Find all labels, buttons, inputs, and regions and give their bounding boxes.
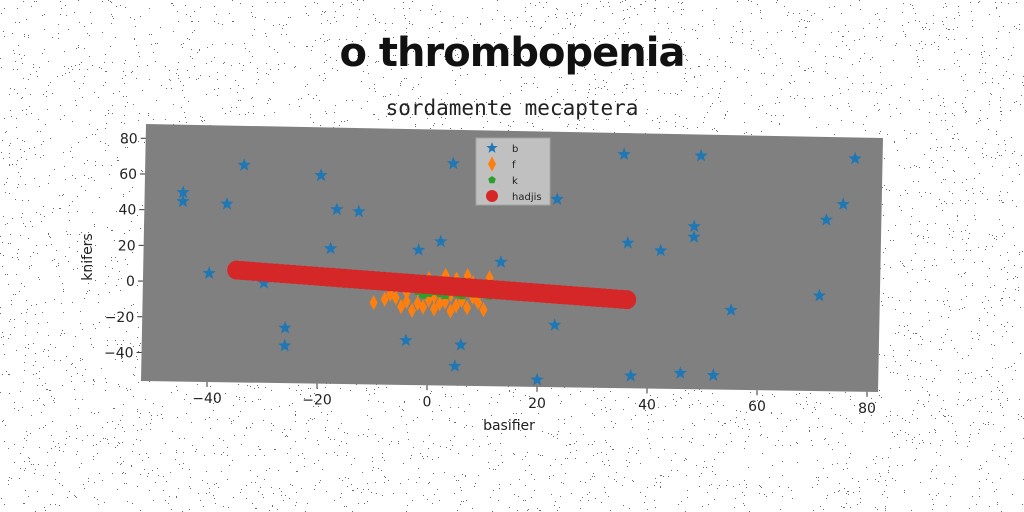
chart-marks	[176, 147, 862, 386]
data-point-b	[176, 194, 190, 208]
data-point-b	[724, 303, 738, 316]
data-point-f	[402, 293, 411, 310]
legend-label-b: b	[512, 144, 518, 155]
data-point-f	[446, 303, 455, 319]
legend-marker-hadjis	[486, 190, 498, 202]
data-point-b	[848, 151, 862, 165]
legend-label-k: k	[512, 176, 518, 187]
y-tick-label: 60	[119, 167, 137, 183]
data-point-f	[441, 267, 450, 283]
data-point-b	[399, 333, 413, 347]
legend-item-b: b	[486, 142, 518, 155]
y-tick-label: 40	[119, 203, 137, 219]
data-point-b	[548, 318, 562, 331]
data-point-f	[435, 296, 444, 312]
legend-marker-k	[488, 176, 496, 184]
data-point-b	[654, 243, 668, 257]
data-point-f	[402, 284, 411, 301]
y-tick-label: 80	[120, 131, 138, 147]
y-tick-label: 0	[126, 274, 135, 290]
page-title: o thrombopenia	[339, 30, 686, 76]
data-point-f	[380, 291, 389, 307]
legend-item-f: f	[488, 156, 516, 172]
y-axis-label: knifers	[80, 233, 96, 280]
data-point-b	[352, 204, 366, 218]
x-tick-label: 0	[423, 394, 432, 410]
legend: bfk hadjis	[475, 137, 551, 206]
y-tick-label: 20	[118, 238, 136, 254]
chart-subtitle: sordamente mecaptera	[385, 96, 639, 120]
x-tick-label: 40	[638, 398, 656, 414]
x-tick-label: 80	[858, 401, 876, 417]
data-point-f	[430, 288, 439, 305]
x-tick-label: −40	[192, 391, 222, 407]
data-point-b	[836, 197, 850, 210]
data-point-b	[237, 158, 251, 171]
data-point-b	[530, 372, 544, 386]
data-point-b	[176, 185, 190, 199]
series-hadjis	[227, 260, 637, 310]
legend-label-f: f	[512, 160, 516, 171]
data-point-b	[330, 202, 344, 216]
data-point-f	[429, 301, 438, 317]
data-point-b	[687, 230, 701, 243]
data-point-f	[391, 290, 400, 306]
legend-label-hadjis: hadjis	[512, 192, 542, 203]
data-point-b	[621, 236, 635, 249]
x-axis-label: basifier	[483, 418, 535, 434]
x-tick-label: 20	[528, 396, 546, 412]
plot-area	[141, 124, 883, 392]
x-tick-label: 60	[748, 399, 766, 415]
data-point-b	[819, 212, 833, 226]
legend-item-k: k	[488, 176, 518, 187]
data-point-b	[694, 148, 708, 162]
y-tick-label: −20	[105, 310, 135, 326]
data-point-f	[441, 294, 450, 310]
data-point-b	[687, 219, 701, 233]
series-b	[176, 147, 862, 386]
data-point-b	[617, 147, 631, 160]
data-point-b	[202, 266, 216, 279]
axis-ticks: −40 −20 0 20 40 60 80 −40 −20 0 20 40 60 80	[104, 131, 876, 417]
data-point-b	[257, 276, 271, 289]
data-point-b	[448, 359, 462, 372]
data-point-f	[452, 298, 461, 314]
data-point-b	[278, 320, 292, 334]
data-point-f	[413, 295, 422, 311]
data-point-f	[457, 292, 466, 309]
data-point-b	[446, 156, 460, 170]
data-point-b	[550, 192, 564, 205]
legend-item-hadjis: hadjis	[486, 190, 542, 203]
data-point-b	[412, 243, 426, 256]
data-point-f	[369, 295, 378, 311]
data-point-b	[220, 197, 234, 210]
data-point-f	[407, 302, 416, 318]
data-point-f	[479, 302, 488, 318]
data-point-f	[463, 300, 472, 316]
data-point-b	[454, 337, 468, 351]
data-point-b	[324, 241, 338, 255]
data-point-b	[434, 234, 448, 248]
data-point-hadjis	[617, 290, 637, 310]
data-point-f	[419, 299, 428, 315]
data-point-b	[673, 366, 687, 379]
data-point-b	[812, 288, 826, 302]
data-point-b	[494, 255, 508, 268]
data-point-b	[624, 368, 638, 382]
data-point-b	[706, 368, 720, 382]
x-tick-label: −20	[302, 393, 332, 409]
y-tick-label: −40	[104, 345, 134, 361]
legend-marker-b	[486, 142, 498, 153]
data-point-b	[314, 168, 328, 182]
data-point-b	[278, 338, 292, 352]
data-point-f	[474, 294, 483, 311]
data-point-f	[397, 299, 406, 315]
legend-marker-f	[488, 156, 496, 172]
data-point-f	[386, 286, 395, 302]
